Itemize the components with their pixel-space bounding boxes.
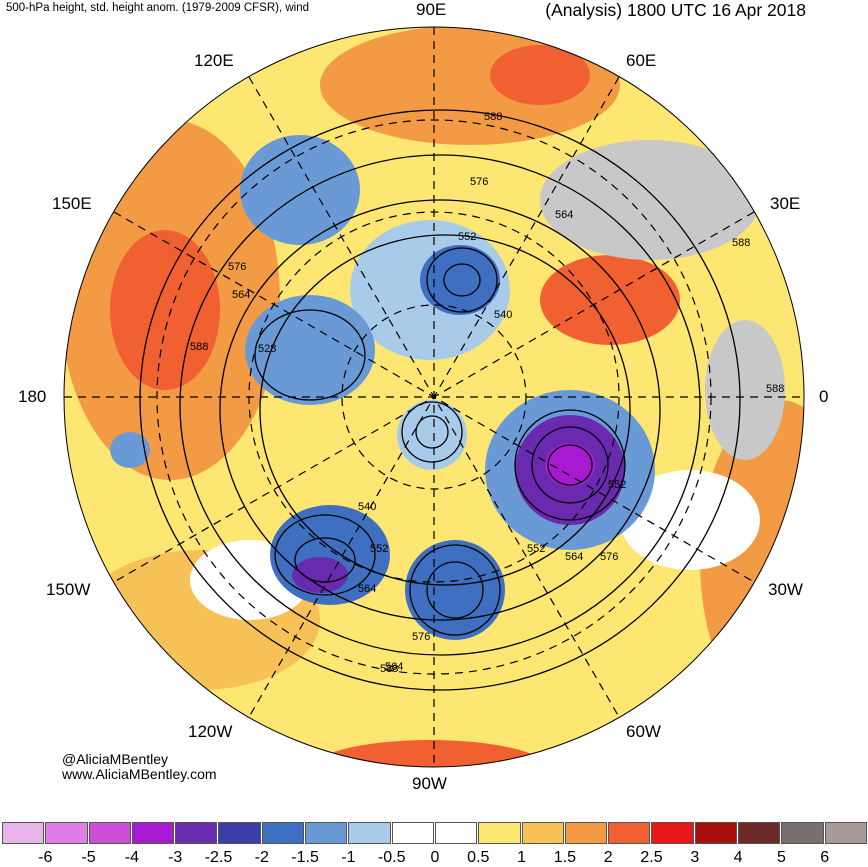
map-border — [63, 26, 805, 768]
colorbar-tick-label: -6 — [38, 849, 53, 866]
colorbar-tick-label: 2 — [603, 849, 613, 866]
lon-label-180: 180 — [18, 387, 47, 406]
colorbar-tick-label: 1 — [517, 849, 527, 866]
colorbar-tick-label: -1 — [341, 849, 356, 866]
colorbar-swatch — [781, 822, 824, 844]
credit-website: www.AliciaMBentley.com — [62, 766, 217, 782]
negative-anomaly-east-asia — [240, 135, 360, 245]
lon-label-60e: 60E — [626, 51, 657, 70]
colorbar-swatch — [45, 822, 88, 844]
contour-label: 564 — [385, 661, 403, 673]
lon-label-120w: 120W — [188, 722, 233, 741]
contour-label: 588 — [380, 663, 398, 675]
colorbar-tick-label: 0 — [430, 849, 440, 866]
contour-label: 552 — [370, 543, 388, 555]
colorbar-tick-label: 5 — [776, 849, 786, 866]
colorbar-swatch — [434, 822, 478, 844]
analysis-time: (Analysis) 1800 UTC 16 Apr 2018 — [545, 0, 806, 20]
colorbar-swatch — [131, 822, 175, 844]
colorbar: -6 -5 -4 -3 -2.5 -2 -1.5 -1 -0.5 0 0.5 1 1.5 2 2.5 3 4 5 6 — [0, 822, 868, 866]
colorbar-swatch — [608, 822, 651, 844]
contour-label: 588 — [732, 237, 750, 249]
colorbar-swatches — [2, 822, 868, 844]
lon-label-30w: 30W — [768, 580, 803, 599]
negative-anomaly-pole — [420, 245, 500, 315]
colorbar-tick-label: 0.5 — [467, 849, 490, 866]
positive-anomaly-south — [310, 740, 550, 767]
colorbar-swatch — [564, 822, 608, 844]
colorbar-tick-label: -0.5 — [377, 849, 406, 866]
lon-label-120e: 120E — [194, 51, 234, 70]
height-contours — [139, 109, 741, 691]
colorbar-swatch — [521, 822, 564, 844]
colorbar-swatch — [738, 822, 781, 844]
colorbar-swatch — [348, 822, 391, 844]
colorbar-tick-label: -4 — [124, 849, 140, 866]
contour-label: 588 — [190, 341, 208, 353]
contour-label: 588 — [484, 111, 502, 123]
contour-label: 528 — [258, 343, 276, 355]
contour-label: 576 — [228, 261, 246, 273]
contour-label: 552 — [608, 479, 626, 491]
colorbar-swatch — [694, 822, 738, 844]
colorbar-tick-label: -1.5 — [291, 849, 319, 866]
lon-label-60w: 60W — [626, 722, 661, 741]
land-mask-region — [540, 140, 760, 260]
colorbar-tick-label: -2 — [254, 849, 269, 866]
colorbar-tick-label: 1.5 — [553, 849, 577, 866]
contour-label: 564 — [565, 551, 583, 563]
contour-label: 576 — [600, 551, 618, 563]
contour-label: 552 — [458, 231, 476, 243]
lon-label-150w: 150W — [46, 580, 91, 599]
colorbar-tick-label: 2.5 — [640, 849, 663, 866]
colorbar-swatch — [651, 822, 694, 844]
lon-label-150e: 150E — [52, 194, 92, 213]
colorbar-swatch — [391, 822, 434, 844]
positive-anomaly-europe — [540, 255, 680, 345]
negative-anomaly-alaska-core — [292, 557, 348, 593]
colorbar-swatch — [305, 822, 348, 844]
lon-label-90w: 90W — [412, 774, 447, 793]
colorbar-tick-label: -5 — [81, 849, 96, 866]
colorbar-swatch — [175, 822, 218, 844]
colorbar-tick-label: -2.5 — [204, 849, 233, 866]
contour-label: 540 — [358, 501, 376, 513]
contour-label: 564 — [232, 289, 250, 301]
land-mask-region — [705, 320, 785, 460]
map-title: 500-hPa height, std. height anom. (1979-… — [6, 2, 310, 14]
colorbar-tick-label: 4 — [733, 849, 743, 866]
colorbar-swatch — [261, 822, 305, 844]
colorbar-swatch — [88, 822, 131, 844]
lon-label-90e: 90E — [416, 0, 447, 19]
lon-label-30e: 30E — [770, 194, 801, 213]
negative-anomaly-canada — [405, 540, 505, 640]
contour-label: 564 — [555, 209, 573, 221]
colorbar-swatch — [824, 822, 867, 844]
lon-label-0: 0 — [819, 387, 829, 406]
graticule — [64, 27, 804, 767]
contour-label: 540 — [494, 309, 512, 321]
colorbar-swatch — [218, 822, 261, 844]
contour-label: 576 — [470, 176, 488, 188]
contour-label: 576 — [412, 631, 430, 643]
contour-labels: 588 576 564 552 540 528 588 576 564 588 … — [190, 111, 784, 675]
negative-anomaly-arctic — [397, 400, 467, 470]
colorbar-swatch — [478, 822, 521, 844]
colorbar-swatch — [2, 822, 45, 844]
colorbar-tick-label: 6 — [820, 849, 830, 866]
colorbar-tick-label: 3 — [690, 849, 700, 866]
strong-positive-anomaly-pacific — [110, 230, 220, 390]
contour-label: 588 — [766, 383, 784, 395]
negative-anomaly-small — [110, 432, 150, 468]
credit-handle: @AliciaMBentley — [62, 751, 169, 767]
polar-map: 588 576 564 552 540 528 588 576 564 588 … — [63, 26, 805, 768]
negative-anomaly-siberia — [245, 295, 375, 405]
contour-label: 564 — [358, 583, 376, 595]
colorbar-tick-label: -3 — [168, 849, 183, 866]
strong-positive-anomaly-asia — [490, 45, 590, 105]
negative-anomaly-greenland-peak — [545, 443, 595, 487]
contour-label: 552 — [527, 543, 545, 555]
